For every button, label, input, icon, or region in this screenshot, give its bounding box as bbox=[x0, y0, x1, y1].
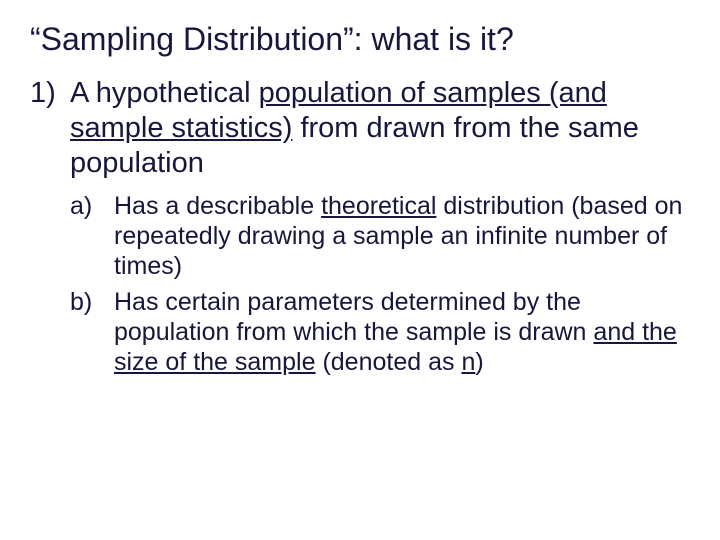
sub-b-post: ) bbox=[475, 348, 483, 376]
sub-b-mid: (denoted as bbox=[316, 348, 462, 376]
list-item-1: A hypothetical population of samples (an… bbox=[70, 76, 690, 376]
sub-a-u1: theoretical bbox=[321, 192, 436, 220]
sub-a-pre: Has a describable bbox=[114, 192, 321, 220]
main-list: A hypothetical population of samples (an… bbox=[30, 76, 690, 376]
item1-pre: A hypothetical bbox=[70, 77, 259, 109]
sub-b-pre: Has certain parameters determined by the… bbox=[114, 288, 593, 346]
sub-list: Has a describable theoretical distributi… bbox=[70, 191, 690, 377]
sub-item-a: Has a describable theoretical distributi… bbox=[114, 191, 690, 281]
slide: “Sampling Distribution”: what is it? A h… bbox=[0, 0, 720, 540]
slide-title: “Sampling Distribution”: what is it? bbox=[30, 20, 690, 58]
sub-b-u2: n bbox=[461, 348, 475, 376]
sub-item-b: Has certain parameters determined by the… bbox=[114, 287, 690, 377]
